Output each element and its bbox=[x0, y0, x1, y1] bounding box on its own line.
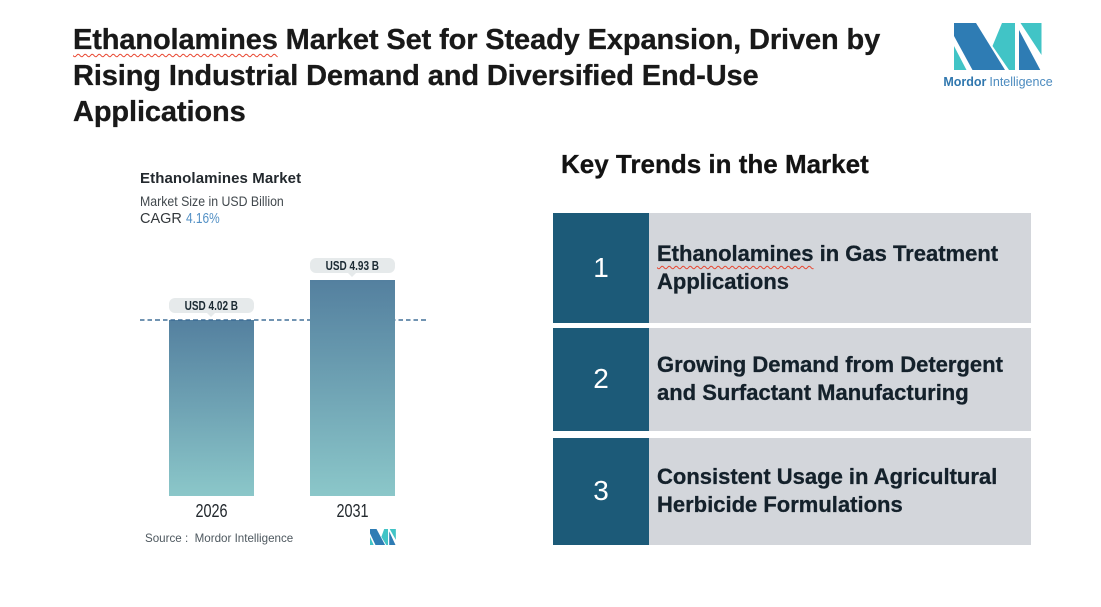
reference-dashed-line bbox=[139, 319, 426, 322]
source-note: Source : Mordor Intelligence bbox=[145, 532, 294, 545]
trend-3-text: Consistent Usage in Agricultural Herbici… bbox=[657, 464, 998, 518]
chart-cagr: CAGR 4.16% bbox=[140, 211, 227, 227]
trend-2-text: Growing Demand from Detergent and Surfac… bbox=[657, 352, 1003, 405]
trend-1-rest: in Gas Treatment Applications bbox=[657, 240, 999, 294]
bar-2026 bbox=[168, 320, 254, 496]
trend-text-1: Ethanolamines in Gas Treatment Applicati… bbox=[649, 213, 1031, 323]
cagr-value: 4.16% bbox=[185, 210, 220, 227]
page-title: Ethanolamines Market Set for Steady Expa… bbox=[73, 22, 881, 130]
value-label-2026-text: USD 4.02 B bbox=[184, 298, 238, 313]
trends-heading: Key Trends in the Market bbox=[561, 149, 869, 179]
brand-logo: Mordor Intelligence bbox=[939, 23, 1057, 89]
value-label-2031-text: USD 4.93 B bbox=[325, 258, 379, 273]
trend-text-2: Growing Demand from Detergent and Surfac… bbox=[649, 327, 1031, 431]
title-line-1: Ethanolamines Market Set for Steady Expa… bbox=[73, 22, 881, 58]
mordor-intelligence-logo-icon bbox=[954, 23, 1042, 70]
chart-title: Ethanolamines Market bbox=[140, 169, 302, 187]
brand-word-mordor: Mordor bbox=[943, 75, 987, 89]
trend-row-3: 3 Consistent Usage in Agricultural Herbi… bbox=[553, 437, 1031, 545]
bar-2031 bbox=[309, 280, 395, 496]
mini-logo-icon bbox=[369, 529, 396, 545]
trend-row-1: 1 Ethanolamines in Gas Treatment Applica… bbox=[553, 213, 1031, 323]
axis-label-2026: 2026 bbox=[194, 499, 228, 521]
brand-wordmark: Mordor Intelligence bbox=[939, 75, 1057, 89]
axis-label-2031: 2031 bbox=[335, 499, 369, 521]
brand-word-intelligence: Intelligence bbox=[989, 75, 1053, 89]
value-label-2031: USD 4.93 B bbox=[309, 258, 395, 274]
chart-subtitle: Market Size in USD Billion bbox=[140, 193, 284, 209]
trend-row-2: 2 Growing Demand from Detergent and Surf… bbox=[553, 327, 1031, 431]
trend-1-misspelled-word: Ethanolamines bbox=[657, 240, 814, 266]
trend-number-1: 1 bbox=[553, 213, 649, 323]
title-misspelled-word: Ethanolamines bbox=[73, 24, 278, 56]
trend-number-3: 3 bbox=[553, 437, 649, 545]
title-line-2: Rising Industrial Demand and Diversified… bbox=[73, 60, 759, 92]
value-label-2026: USD 4.02 B bbox=[168, 298, 254, 314]
trend-text-3: Consistent Usage in Agricultural Herbici… bbox=[649, 437, 1031, 545]
cagr-label: CAGR bbox=[140, 210, 182, 227]
trend-number-2: 2 bbox=[553, 327, 649, 431]
title-line-3: Applications bbox=[73, 96, 246, 128]
title-line-1-rest: Market Set for Steady Expansion, Driven … bbox=[277, 24, 881, 56]
